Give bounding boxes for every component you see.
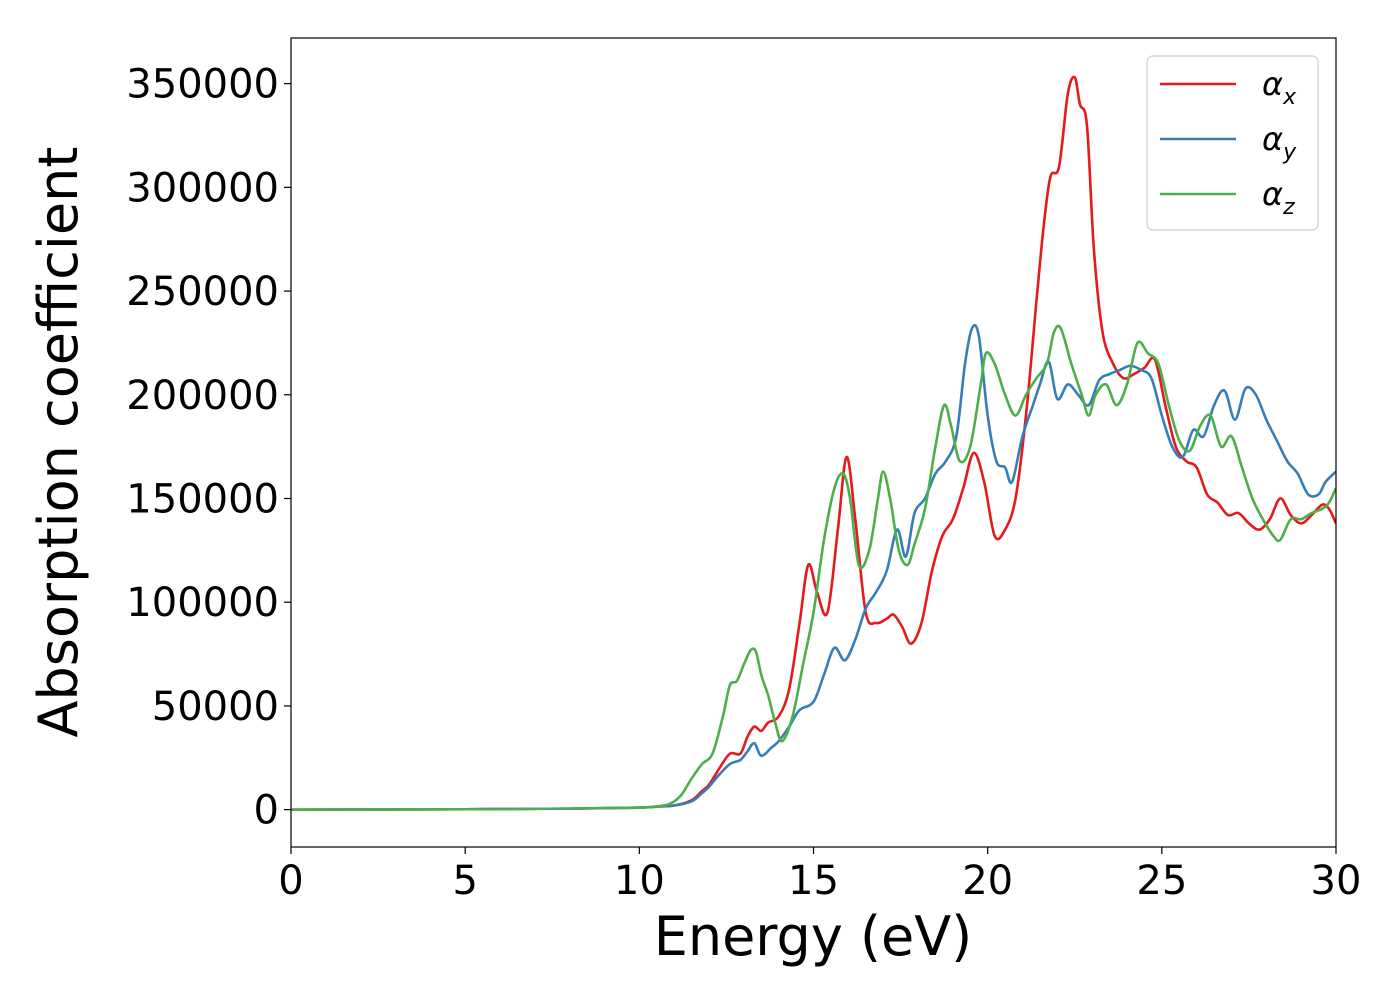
y-tick-label: 250000 <box>126 269 279 315</box>
legend: αx αy αz <box>1146 55 1319 231</box>
legend-label-y: αy <box>1262 120 1297 165</box>
x-tick-label: 25 <box>1136 858 1187 904</box>
tick-layer: 0 5 10 15 20 25 30 0 50000 100000 150000 200000 2500… <box>126 62 1361 904</box>
y-tick-label: 100000 <box>126 580 279 626</box>
series-line-y <box>291 323 1336 811</box>
x-tick-label: 30 <box>1311 858 1362 904</box>
y-tick-label: 200000 <box>126 373 279 419</box>
y-tick-label: 50000 <box>152 684 279 730</box>
y-tick-label: 150000 <box>126 477 279 523</box>
legend-box <box>1146 55 1319 231</box>
x-tick-label: 5 <box>452 858 477 904</box>
y-tick-label: 0 <box>254 788 279 834</box>
legend-label-z: αz <box>1262 175 1295 220</box>
x-tick-label: 10 <box>614 858 665 904</box>
series-layer <box>291 75 1336 811</box>
x-tick-label: 20 <box>962 858 1013 904</box>
y-tick-label: 350000 <box>126 62 279 108</box>
series-line-x <box>291 75 1336 811</box>
series-line-z <box>291 324 1336 811</box>
y-axis-title: Absorption coefficient <box>27 147 90 738</box>
x-tick-label: 15 <box>788 858 839 904</box>
legend-label-x: αx <box>1262 65 1297 110</box>
y-tick-label: 300000 <box>126 165 279 211</box>
x-axis-title: Energy (eV) <box>654 905 973 968</box>
x-tick-label: 0 <box>278 858 303 904</box>
